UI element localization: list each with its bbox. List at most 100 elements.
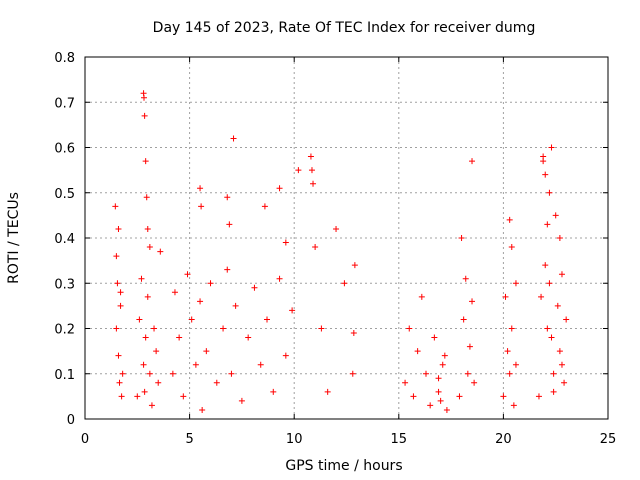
data-point (544, 325, 551, 332)
grid-layer (85, 57, 608, 419)
data-point (431, 334, 438, 341)
data-point (535, 393, 542, 400)
data-point (410, 393, 417, 400)
data-point (116, 379, 123, 386)
data-point (422, 370, 429, 377)
data-point (504, 348, 511, 355)
data-point (341, 280, 348, 287)
data-point (180, 393, 187, 400)
y-tick-label: 0.1 (54, 368, 75, 383)
data-point (550, 370, 557, 377)
data-point (295, 167, 302, 174)
data-points (112, 90, 570, 413)
data-point (142, 158, 149, 165)
data-point (230, 135, 237, 142)
data-point (462, 275, 469, 282)
y-tick-label: 0.2 (54, 323, 75, 338)
data-point (310, 180, 317, 187)
data-point (443, 406, 450, 413)
data-point (471, 379, 478, 386)
x-tick-label: 15 (391, 432, 408, 447)
data-point (469, 158, 476, 165)
data-point (282, 239, 289, 246)
data-point (552, 212, 559, 219)
data-point (540, 158, 547, 165)
axis-ticks: 0 5 10 15 20 25 0 0.1 0.2 0.3 0.4 0.5 0.6 0.7 0.8 (54, 51, 616, 447)
data-point (558, 271, 565, 278)
data-point (502, 293, 509, 300)
data-point (232, 302, 239, 309)
data-point (155, 379, 162, 386)
data-point (261, 203, 268, 210)
data-point (427, 402, 434, 409)
data-point (117, 302, 124, 309)
data-point (136, 316, 143, 323)
data-point (544, 221, 551, 228)
chart-title: Day 145 of 2023, Rate Of TEC Index for r… (153, 20, 536, 36)
data-point (508, 325, 515, 332)
y-tick-label: 0.8 (54, 51, 75, 66)
data-point (563, 316, 570, 323)
x-tick-label: 25 (600, 432, 617, 447)
data-point (456, 393, 463, 400)
data-point (115, 225, 122, 232)
data-point (113, 325, 120, 332)
data-point (307, 153, 314, 160)
y-tick-label: 0.4 (54, 232, 75, 247)
data-point (554, 302, 561, 309)
data-point (138, 275, 145, 282)
data-point (508, 244, 515, 251)
data-point (439, 361, 446, 368)
data-point (561, 379, 568, 386)
data-point (464, 370, 471, 377)
y-tick-label: 0.6 (54, 142, 75, 157)
data-point (119, 370, 126, 377)
data-point (469, 298, 476, 305)
data-point (134, 393, 141, 400)
data-point (276, 185, 283, 192)
data-point (141, 112, 148, 119)
data-point (546, 280, 553, 287)
data-point (224, 266, 231, 273)
data-point (148, 402, 155, 409)
data-point (556, 235, 563, 241)
data-point (146, 244, 153, 251)
data-point (324, 388, 331, 395)
data-point (192, 361, 199, 368)
x-axis-label: GPS time / hours (285, 458, 402, 474)
data-point (141, 388, 148, 395)
data-point (245, 334, 252, 341)
data-point (188, 316, 195, 323)
data-point (312, 244, 319, 251)
data-point (512, 361, 519, 368)
data-point (118, 393, 125, 400)
y-tick-label: 0.7 (54, 96, 75, 111)
data-point (113, 253, 120, 260)
data-point (506, 370, 513, 377)
data-point (197, 298, 204, 305)
data-point (500, 393, 507, 400)
data-point (435, 388, 442, 395)
data-point (117, 289, 124, 296)
data-point (466, 343, 473, 350)
data-point (548, 334, 555, 341)
data-point (144, 225, 151, 232)
data-point (199, 406, 206, 413)
data-point (153, 348, 160, 355)
data-point (146, 370, 153, 377)
data-point (437, 397, 444, 404)
data-point (207, 280, 214, 287)
data-point (112, 203, 119, 210)
data-point (538, 293, 545, 300)
data-point (228, 370, 235, 377)
data-point (458, 235, 465, 241)
data-point (140, 94, 147, 101)
data-point (143, 194, 150, 201)
y-tick-label: 0 (67, 413, 75, 428)
data-point (558, 361, 565, 368)
data-point (151, 325, 158, 332)
data-point (264, 316, 271, 323)
data-point (548, 144, 555, 151)
